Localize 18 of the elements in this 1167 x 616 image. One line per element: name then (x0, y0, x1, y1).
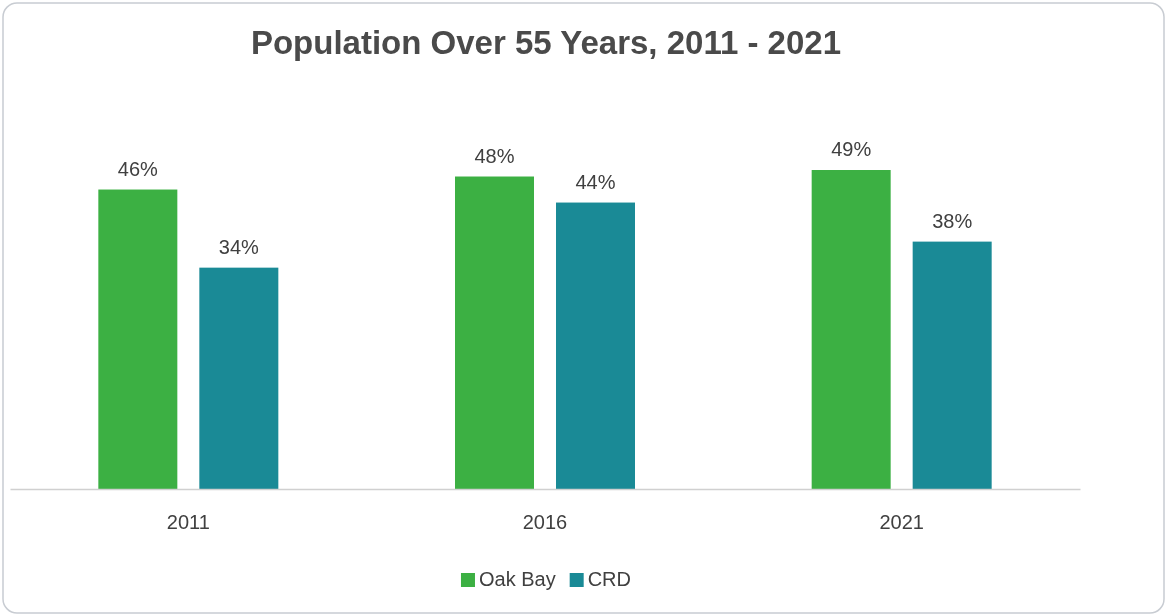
data-label: 48% (474, 144, 515, 167)
bar (811, 170, 891, 489)
x-tick-label: 2011 (166, 511, 210, 534)
bar (912, 241, 992, 489)
bar (455, 176, 534, 489)
data-label: 38% (932, 209, 973, 232)
bar (199, 267, 279, 489)
bar (98, 189, 178, 489)
bar (556, 202, 635, 489)
x-tick-label: 2021 (879, 511, 924, 534)
chart-title: Population Over 55 Years, 2011 - 2021 (250, 24, 842, 61)
data-label: 49% (831, 138, 872, 160)
data-label: 46% (117, 157, 159, 180)
x-tick-label: 2016 (522, 511, 568, 534)
data-label: 44% (575, 170, 616, 193)
legend-label: CRD (587, 568, 632, 590)
legend-label: Oak Bay (478, 568, 556, 590)
data-label: 34% (218, 235, 260, 258)
